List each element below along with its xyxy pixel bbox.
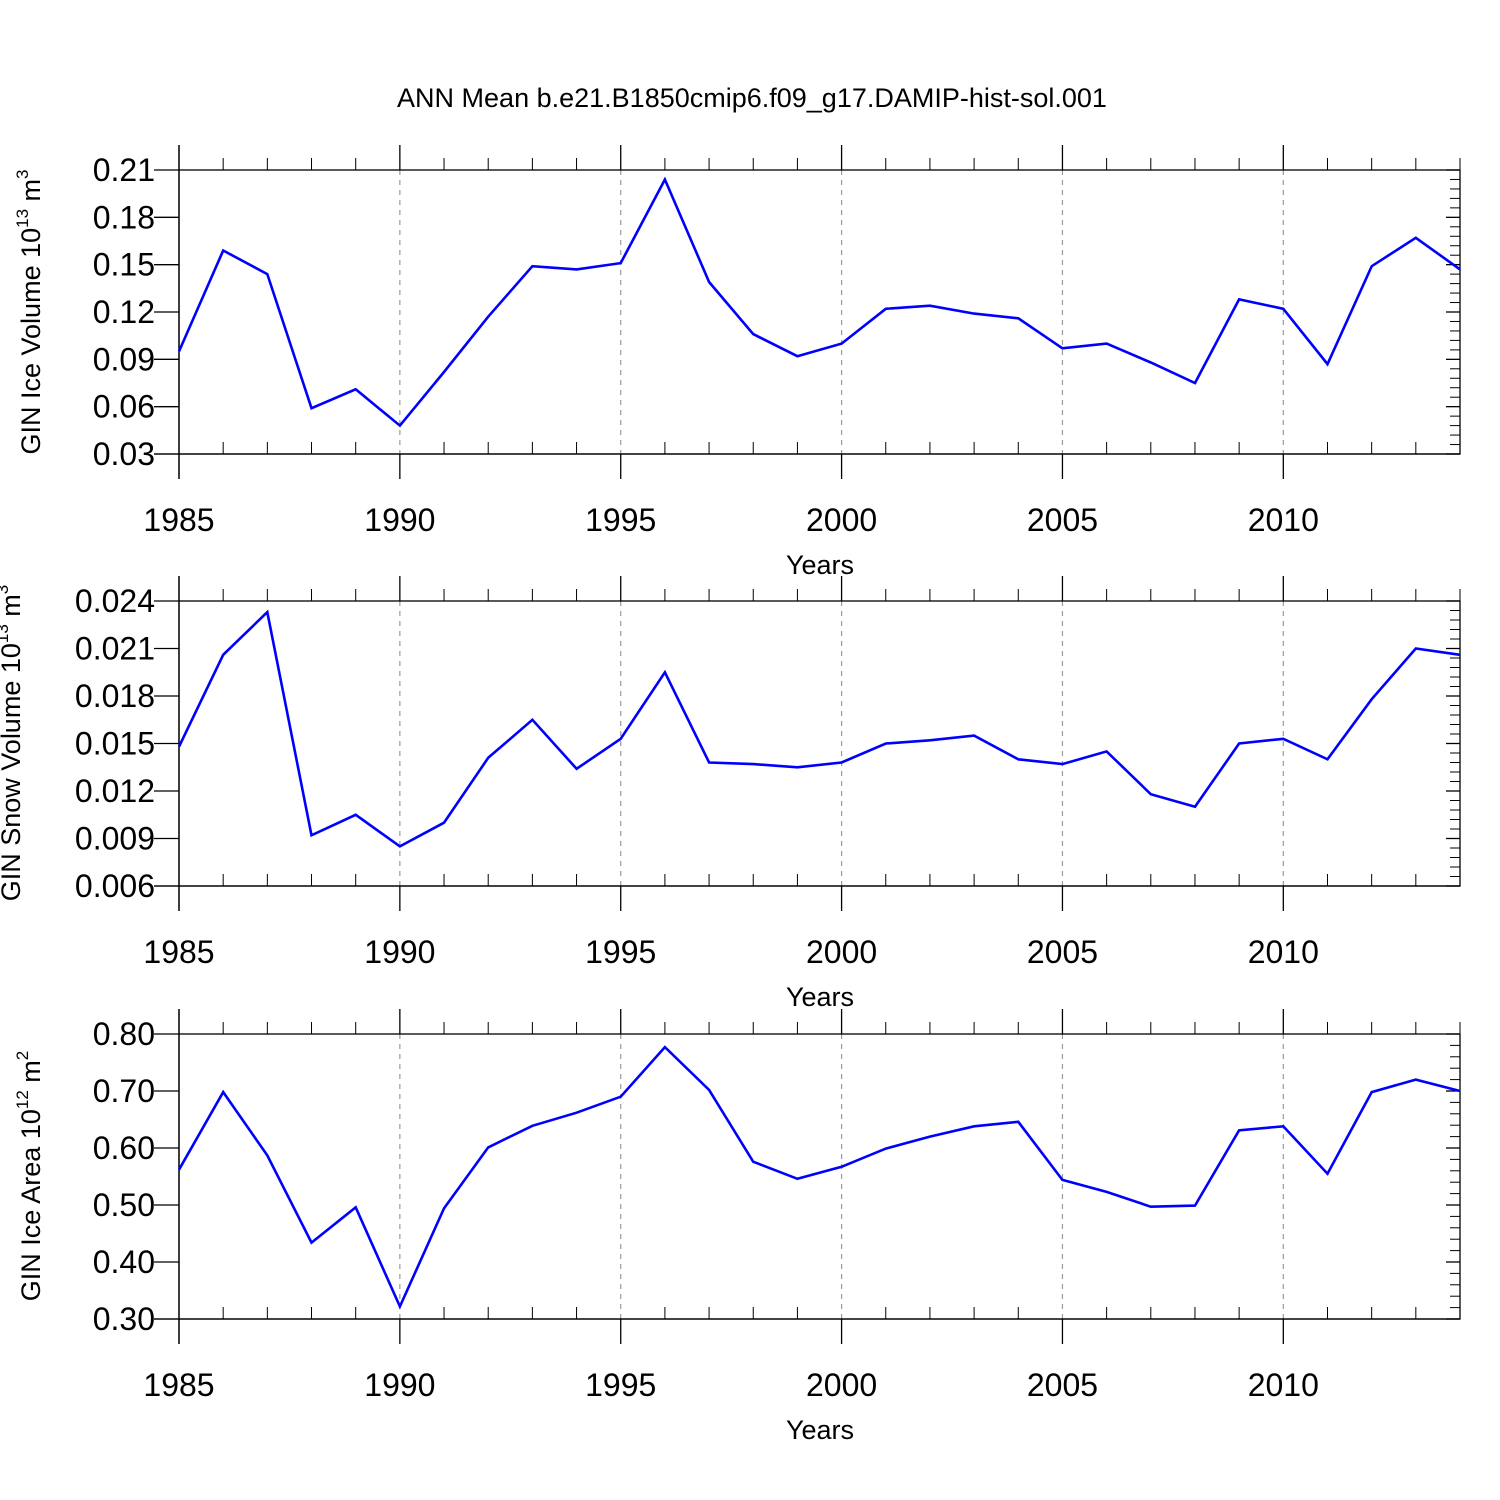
y-tick-label: 0.21 <box>93 152 155 188</box>
x-tick-label: 2010 <box>1248 934 1319 970</box>
y-axis-title-exponent: 12 <box>13 1090 32 1109</box>
y-tick-label: 0.009 <box>75 821 155 857</box>
y-axis-title: GIN Ice Volume 1013 m3 <box>13 169 46 454</box>
series-line <box>177 176 1461 428</box>
y-axis-title-unit-exponent: 3 <box>13 169 32 178</box>
y-tick-label: 0.006 <box>75 868 155 904</box>
x-tick-label: 2000 <box>806 1367 877 1403</box>
y-tick-label: 0.015 <box>75 726 155 762</box>
y-tick-label: 0.30 <box>93 1301 155 1337</box>
plot-frame <box>178 1033 1461 1320</box>
x-tick-label: 1985 <box>143 934 214 970</box>
x-tick-label: 2010 <box>1248 502 1319 538</box>
y-tick-label: 0.12 <box>93 294 155 330</box>
y-tick-label: 0.70 <box>93 1073 155 1109</box>
y-tick-label: 0.15 <box>93 247 155 283</box>
x-axis-title: Years <box>786 982 854 1012</box>
y-axis-title: GIN Ice Area 1012 m2 <box>13 1051 46 1302</box>
y-axis-title-text: GIN Ice Area 10 <box>16 1109 46 1301</box>
y-axis-title-unit-exponent: 3 <box>0 585 12 594</box>
x-tick-label: 1985 <box>143 1367 214 1403</box>
y-tick-label: 0.012 <box>75 773 155 809</box>
x-tick-label: 2005 <box>1027 502 1098 538</box>
x-tick-label: 1995 <box>585 502 656 538</box>
y-axis-title-text: GIN Snow Volume 10 <box>0 643 26 901</box>
x-tick-label: 2000 <box>806 502 877 538</box>
y-axis-title-text: GIN Ice Volume 10 <box>16 228 46 455</box>
panel-1: 0.03 0.06 0.09 0.12 0.15 0.18 0.21 1985 1990 1995… <box>13 145 1461 580</box>
x-tick-label: 1990 <box>364 934 435 970</box>
y-axis-title-unit: m <box>16 1060 46 1090</box>
y-axis-title: GIN Snow Volume 1013 m3 <box>0 585 26 902</box>
x-tick-label: 1990 <box>364 502 435 538</box>
y-axis-title-unit-exponent: 2 <box>13 1051 32 1060</box>
y-tick-label: 0.018 <box>75 678 155 714</box>
y-tick-label: 0.18 <box>93 199 155 235</box>
x-tick-label: 2010 <box>1248 1367 1319 1403</box>
plot-frame <box>178 169 1461 455</box>
y-tick-label: 0.60 <box>93 1130 155 1166</box>
y-tick-label: 0.09 <box>93 341 155 377</box>
x-tick-label: 1995 <box>585 934 656 970</box>
y-tick-label: 0.40 <box>93 1244 155 1280</box>
y-tick-label: 0.024 <box>75 583 155 619</box>
x-tick-label: 2000 <box>806 934 877 970</box>
x-tick-label: 2005 <box>1027 934 1098 970</box>
series-line <box>177 609 1461 848</box>
y-axis-title-exponent: 13 <box>0 624 12 643</box>
chart-title: ANN Mean b.e21.B1850cmip6.f09_g17.DAMIP-… <box>397 83 1107 113</box>
series-line <box>177 1045 1461 1310</box>
panel-2: 0.006 0.009 0.012 0.015 0.018 0.021 0.024 1985 1… <box>0 576 1461 1012</box>
panel-3: 0.30 0.40 0.50 0.60 0.70 0.80 1985 1990 1995 2000… <box>13 1009 1461 1445</box>
y-axis-title-unit: m <box>16 179 46 209</box>
y-tick-label: 0.06 <box>93 389 155 425</box>
x-axis-title: Years <box>786 1415 854 1445</box>
y-axis-title-exponent: 13 <box>13 209 32 228</box>
y-tick-label: 0.021 <box>75 631 155 667</box>
plot-frame <box>178 600 1461 887</box>
y-axis-title-unit: m <box>0 594 26 624</box>
y-tick-label: 0.50 <box>93 1187 155 1223</box>
x-tick-label: 1990 <box>364 1367 435 1403</box>
y-tick-label: 0.80 <box>93 1016 155 1052</box>
y-tick-label: 0.03 <box>93 436 155 472</box>
x-tick-label: 2005 <box>1027 1367 1098 1403</box>
x-axis-title: Years <box>786 550 854 580</box>
x-tick-label: 1985 <box>143 502 214 538</box>
x-tick-label: 1995 <box>585 1367 656 1403</box>
